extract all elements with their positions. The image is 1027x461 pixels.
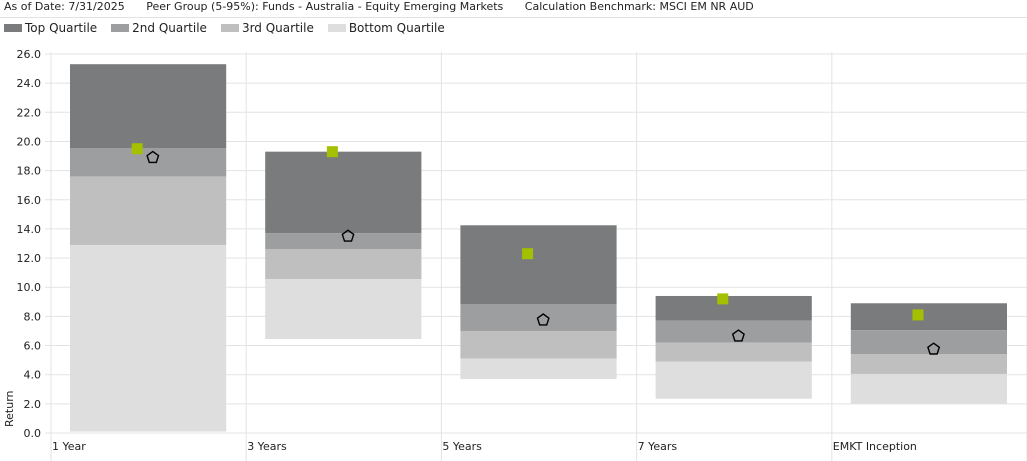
legend-item-3rd[interactable]: 3rd Quartile [220, 21, 314, 35]
fund-marker [326, 146, 338, 158]
y-tick-label: 20.0 [17, 135, 42, 148]
y-tick-label: 16.0 [17, 194, 42, 207]
x-tick-label: 5 Years [442, 440, 482, 453]
y-tick-label: 10.0 [17, 281, 42, 294]
legend-label: Top Quartile [25, 21, 98, 35]
y-tick-label: 12.0 [17, 252, 42, 265]
y-tick-label: 4.0 [24, 369, 42, 382]
third-quartile-bar [265, 249, 422, 280]
benchmark-marker [536, 313, 550, 326]
benchmark-marker [146, 150, 160, 164]
second-quartile-bar [265, 233, 422, 250]
y-tick-label: 24.0 [17, 77, 42, 90]
y-tick-label: 6.0 [24, 340, 42, 353]
second-quartile-bar [70, 148, 227, 177]
fund-marker [522, 248, 534, 260]
legend-swatch [4, 24, 22, 32]
y-tick-label: 2.0 [24, 398, 42, 411]
bottom-quartile-bar [655, 361, 812, 399]
y-axis-label: Return [3, 390, 16, 427]
y-tick-label: 0.0 [24, 427, 42, 440]
bottom-quartile-bar [70, 244, 227, 432]
benchmark-marker [731, 329, 745, 342]
third-quartile-bar [850, 354, 1007, 374]
third-quartile-bar [655, 342, 812, 362]
as-of-date: As of Date: 7/31/2025 [4, 0, 125, 13]
y-tick-label: 26.0 [17, 48, 42, 61]
legend-swatch [111, 24, 130, 32]
bottom-quartile-bar [265, 279, 422, 339]
third-quartile-bar [460, 330, 617, 359]
y-tick-label: 8.0 [24, 310, 42, 323]
calculation-benchmark: Calculation Benchmark: MSCI EM NR AUD [524, 0, 754, 13]
x-tick-label: 1 Year [52, 440, 86, 453]
top-quartile-bar [265, 151, 422, 234]
x-tick-label: 3 Years [247, 440, 287, 453]
second-quartile-bar [655, 320, 812, 343]
legend-item-top[interactable]: Top Quartile [4, 21, 97, 35]
y-tick-label: 18.0 [17, 165, 42, 178]
chart-header: As of Date: 7/31/2025 Peer Group (5-95%)… [4, 0, 772, 13]
legend-item-bottom[interactable]: Bottom Quartile [327, 21, 445, 35]
legend: Top Quartile 2nd Quartile 3rd Quartile B… [4, 21, 445, 35]
top-quartile-bar [70, 64, 227, 149]
legend-label: Bottom Quartile [348, 21, 445, 35]
header-divider [0, 17, 1027, 18]
legend-item-2nd[interactable]: 2nd Quartile [111, 21, 207, 35]
fund-marker [912, 309, 924, 321]
third-quartile-bar [70, 176, 227, 245]
legend-label: 3rd Quartile [241, 21, 314, 35]
bottom-quartile-bar [460, 358, 617, 380]
top-quartile-bar [655, 295, 812, 321]
y-tick-label: 14.0 [17, 223, 42, 236]
fund-marker [717, 293, 729, 305]
legend-label: 2nd Quartile [132, 21, 207, 35]
top-quartile-bar [850, 303, 1007, 331]
x-tick-label: EMKT Inception [833, 440, 917, 453]
benchmark-marker [927, 342, 941, 355]
x-tick-label: 7 Years [638, 440, 678, 453]
y-tick-label: 22.0 [17, 106, 42, 119]
bottom-quartile-bar [850, 373, 1007, 404]
peer-group: Peer Group (5-95%): Funds - Australia - … [146, 0, 504, 13]
legend-swatch [327, 24, 346, 32]
benchmark-marker [341, 229, 355, 242]
fund-marker [131, 143, 143, 155]
top-quartile-bar [460, 225, 617, 304]
legend-swatch [220, 24, 239, 32]
